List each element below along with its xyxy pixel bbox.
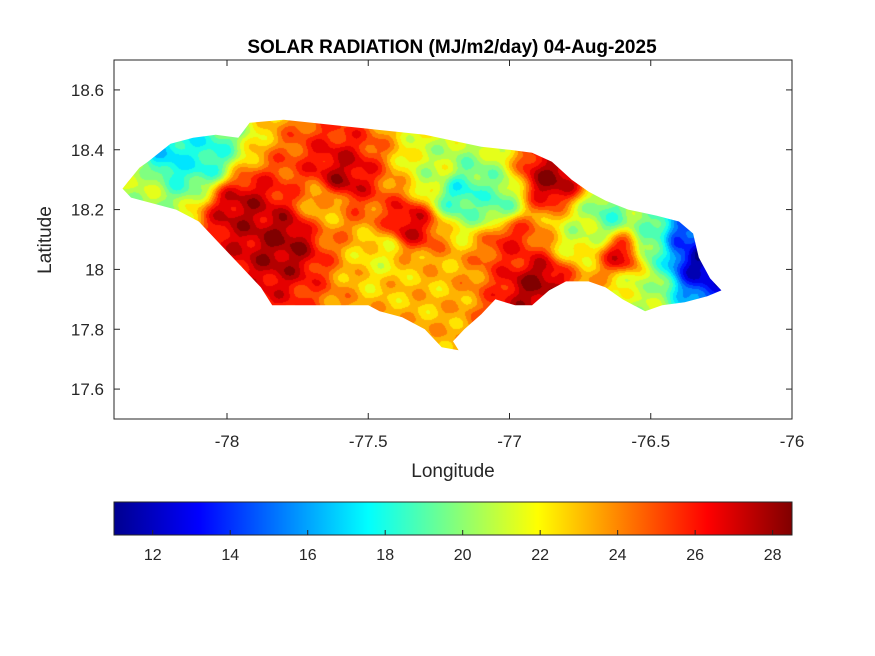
x-tick-label: -77 — [497, 432, 522, 451]
x-axis: -78 -77.5 -77 -76.5 -76 — [215, 60, 805, 451]
colorbar-tick-label: 12 — [144, 547, 162, 564]
x-axis-label: Longitude — [411, 461, 494, 482]
colorbar — [113, 501, 793, 536]
x-tick-label: -76.5 — [631, 432, 670, 451]
colorbar-tick-label: 14 — [221, 547, 239, 564]
y-axis-label: Latitude — [35, 206, 56, 274]
x-tick-label: -77.5 — [349, 432, 388, 451]
colorbar-tick-label: 26 — [686, 547, 704, 564]
colorbar-tick-label: 16 — [299, 547, 317, 564]
y-tick-label: 18.4 — [71, 141, 104, 160]
colorbar-tick-label: 22 — [531, 547, 549, 564]
colorbar-tick-label: 20 — [454, 547, 472, 564]
colorbar-ticks: 12 14 16 18 20 22 24 26 28 — [144, 530, 782, 564]
x-tick-label: -76 — [780, 432, 805, 451]
y-tick-label: 17.6 — [71, 380, 104, 399]
x-tick-label: -78 — [215, 432, 240, 451]
chart-title: SOLAR RADIATION (MJ/m2/day) 04-Aug-2025 — [247, 37, 657, 58]
plot-frame — [113, 59, 793, 420]
colorbar-tick-label: 28 — [764, 547, 782, 564]
y-tick-label: 18.6 — [71, 81, 104, 100]
y-tick-label: 18 — [85, 260, 104, 279]
colorbar-tick-label: 24 — [609, 547, 627, 564]
y-tick-label: 18.2 — [71, 201, 104, 220]
y-tick-label: 17.8 — [71, 320, 104, 339]
colorbar-tick-label: 18 — [376, 547, 394, 564]
y-axis: 17.6 17.8 18 18.2 18.4 18.6 — [71, 81, 792, 399]
